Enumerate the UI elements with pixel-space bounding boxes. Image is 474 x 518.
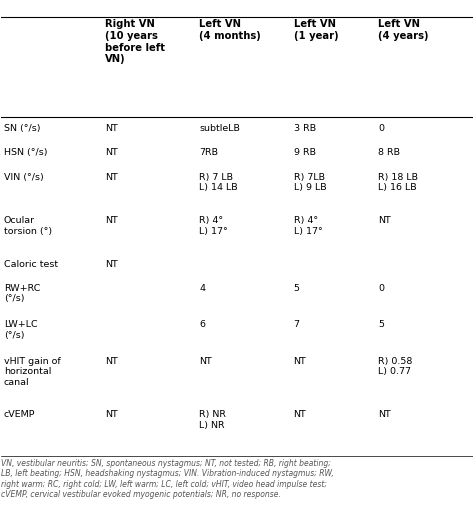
Text: SN (°/s): SN (°/s) bbox=[4, 124, 40, 133]
Text: 6: 6 bbox=[199, 321, 205, 329]
Text: LW+LC
(°/s): LW+LC (°/s) bbox=[4, 321, 37, 340]
Text: Caloric test: Caloric test bbox=[4, 260, 58, 269]
Text: NT: NT bbox=[105, 410, 118, 419]
Text: NT: NT bbox=[199, 357, 212, 366]
Text: R) 0.58
L) 0.77: R) 0.58 L) 0.77 bbox=[378, 357, 413, 376]
Text: R) 4°
L) 17°: R) 4° L) 17° bbox=[199, 216, 228, 236]
Text: NT: NT bbox=[378, 410, 391, 419]
Text: subtleLB: subtleLB bbox=[199, 124, 240, 133]
Text: Ocular
torsion (°): Ocular torsion (°) bbox=[4, 216, 52, 236]
Text: 7RB: 7RB bbox=[199, 148, 219, 157]
Text: VN, vestibular neuritis; SN, spontaneous nystagmus; NT, not tested; RB, right be: VN, vestibular neuritis; SN, spontaneous… bbox=[1, 459, 334, 499]
Text: RW+RC
(°/s): RW+RC (°/s) bbox=[4, 284, 40, 304]
Text: 5: 5 bbox=[293, 284, 300, 293]
Text: VIN (°/s): VIN (°/s) bbox=[4, 172, 44, 181]
Text: 5: 5 bbox=[378, 321, 384, 329]
Text: R) 18 LB
L) 16 LB: R) 18 LB L) 16 LB bbox=[378, 172, 419, 192]
Text: 7: 7 bbox=[293, 321, 300, 329]
Text: NT: NT bbox=[293, 357, 306, 366]
Text: R) NR
L) NR: R) NR L) NR bbox=[199, 410, 226, 429]
Text: NT: NT bbox=[105, 260, 118, 269]
Text: vHIT gain of
horizontal
canal: vHIT gain of horizontal canal bbox=[4, 357, 61, 386]
Text: 4: 4 bbox=[199, 284, 205, 293]
Text: HSN (°/s): HSN (°/s) bbox=[4, 148, 47, 157]
Text: R) 7 LB
L) 14 LB: R) 7 LB L) 14 LB bbox=[199, 172, 238, 192]
Text: Left VN
(4 years): Left VN (4 years) bbox=[378, 19, 429, 41]
Text: 0: 0 bbox=[378, 124, 384, 133]
Text: Right VN
(10 years
before left
VN): Right VN (10 years before left VN) bbox=[105, 19, 165, 64]
Text: NT: NT bbox=[105, 216, 118, 225]
Text: NT: NT bbox=[293, 410, 306, 419]
Text: cVEMP: cVEMP bbox=[4, 410, 35, 419]
Text: NT: NT bbox=[105, 148, 118, 157]
Text: 0: 0 bbox=[378, 284, 384, 293]
Text: NT: NT bbox=[105, 124, 118, 133]
Text: 3 RB: 3 RB bbox=[293, 124, 316, 133]
Text: R) 4°
L) 17°: R) 4° L) 17° bbox=[293, 216, 322, 236]
Text: NT: NT bbox=[378, 216, 391, 225]
Text: 8 RB: 8 RB bbox=[378, 148, 401, 157]
Text: 9 RB: 9 RB bbox=[293, 148, 316, 157]
Text: R) 7LB
L) 9 LB: R) 7LB L) 9 LB bbox=[293, 172, 326, 192]
Text: NT: NT bbox=[105, 172, 118, 181]
Text: Left VN
(1 year): Left VN (1 year) bbox=[293, 19, 338, 41]
Text: NT: NT bbox=[105, 357, 118, 366]
Text: Left VN
(4 months): Left VN (4 months) bbox=[199, 19, 261, 41]
